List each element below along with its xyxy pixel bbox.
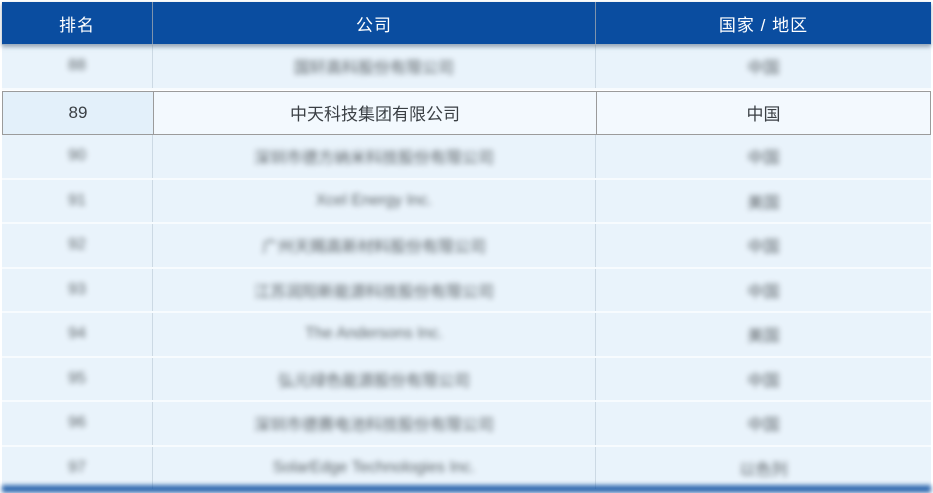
country-cell: 以色列 — [596, 447, 931, 490]
company-name: SolarEdge Technologies Inc. — [272, 458, 476, 476]
company-cell: 国轩高科股份有限公司 — [153, 45, 596, 88]
country-name: 中国 — [747, 417, 780, 435]
country-cell: 中国 — [597, 92, 930, 135]
column-header-company: 公司 — [153, 2, 596, 44]
table-row[interactable]: 93 江苏润阳新能源科技股份有限公司 中国 — [2, 268, 931, 313]
rank-cell: 97 — [2, 446, 153, 489]
company-cell: 深圳市德赛电池科技股份有限公司 — [153, 402, 596, 445]
rank-cell: 90 — [2, 135, 153, 178]
company-cell: The Andersons Inc. — [153, 313, 596, 356]
company-cell: 弘元绿色能源股份有限公司 — [153, 357, 596, 400]
rank-value: 92 — [68, 236, 86, 254]
company-name: 弘元绿色能源股份有限公司 — [277, 372, 470, 390]
country-cell: 中国 — [596, 269, 931, 312]
table-body: 88 国轩高科股份有限公司 中国 89 中天科技集团有限公司 中国 90 深圳市… — [2, 45, 931, 491]
country-name: 中国 — [747, 372, 780, 390]
rank-value: 93 — [68, 280, 86, 298]
company-name: 中天科技集团有限公司 — [290, 105, 460, 125]
table-row[interactable]: 94 The Andersons Inc. 美国 — [2, 313, 931, 358]
company-cell: 中天科技集团有限公司 — [154, 91, 597, 134]
table-row[interactable]: 95 弘元绿色能源股份有限公司 中国 — [2, 357, 931, 402]
rank-cell: 88 — [2, 45, 153, 88]
company-name: 深圳市德方纳米科技股份有限公司 — [253, 150, 494, 168]
table-row[interactable]: 90 深圳市德方纳米科技股份有限公司 中国 — [2, 135, 931, 180]
column-header-country: 国家 / 地区 — [718, 15, 809, 35]
country-name: 中国 — [747, 239, 780, 257]
table-row[interactable]: 91 Xcel Energy Inc. 美国 — [2, 179, 931, 224]
rank-cell: 95 — [2, 357, 153, 400]
rank-value: 94 — [68, 325, 86, 343]
company-name: The Andersons Inc. — [305, 325, 443, 343]
country-name: 中国 — [746, 105, 781, 125]
table-row[interactable]: 89 中天科技集团有限公司 中国 — [2, 90, 931, 135]
rank-cell: 94 — [2, 313, 153, 356]
company-name: 国轩高科股份有限公司 — [293, 60, 454, 78]
table-header-row: 排名 公司 国家 / 地区 — [2, 2, 931, 45]
company-cell: 广州天赐高新材料股份有限公司 — [153, 224, 596, 267]
company-name: Xcel Energy Inc. — [315, 191, 433, 209]
rank-value: 89 — [68, 102, 88, 122]
company-cell: SolarEdge Technologies Inc. — [153, 446, 596, 489]
country-cell: 中国 — [596, 135, 931, 178]
rank-value: 96 — [68, 414, 86, 432]
table-row[interactable]: 92 广州天赐高新材料股份有限公司 中国 — [2, 224, 931, 269]
rank-cell: 92 — [2, 224, 153, 267]
rank-cell: 91 — [2, 179, 153, 222]
table-row[interactable]: 97 SolarEdge Technologies Inc. 以色列 — [2, 446, 931, 491]
rank-value: 88 — [68, 57, 86, 75]
rank-cell: 93 — [2, 268, 153, 311]
country-name: 中国 — [747, 150, 780, 168]
rank-value: 91 — [68, 191, 86, 209]
rank-value: 97 — [68, 458, 86, 476]
country-cell: 美国 — [596, 180, 931, 223]
country-cell: 中国 — [596, 45, 931, 88]
company-cell: 深圳市德方纳米科技股份有限公司 — [153, 135, 596, 178]
country-name: 美国 — [747, 328, 780, 346]
company-cell: 江苏润阳新能源科技股份有限公司 — [153, 268, 596, 311]
table-row[interactable]: 96 深圳市德赛电池科技股份有限公司 中国 — [2, 402, 931, 447]
company-cell: Xcel Energy Inc. — [153, 179, 596, 222]
rank-value: 95 — [68, 369, 86, 387]
column-header-rank: 排名 — [2, 2, 153, 44]
rank-value: 90 — [68, 147, 86, 165]
rank-cell: 89 — [3, 91, 154, 134]
country-name: 以色列 — [739, 461, 788, 479]
company-name: 广州天赐高新材料股份有限公司 — [261, 239, 486, 257]
country-cell: 中国 — [596, 358, 931, 401]
country-cell: 中国 — [596, 402, 931, 445]
country-cell: 美国 — [596, 313, 931, 356]
company-name: 深圳市德赛电池科技股份有限公司 — [253, 417, 494, 435]
company-name: 江苏润阳新能源科技股份有限公司 — [253, 283, 494, 301]
country-name: 中国 — [747, 283, 780, 301]
country-name: 中国 — [747, 60, 780, 78]
country-cell: 中国 — [596, 224, 931, 267]
rank-cell: 96 — [2, 402, 153, 445]
table-row[interactable]: 88 国轩高科股份有限公司 中国 — [2, 45, 931, 90]
country-name: 美国 — [747, 194, 780, 212]
